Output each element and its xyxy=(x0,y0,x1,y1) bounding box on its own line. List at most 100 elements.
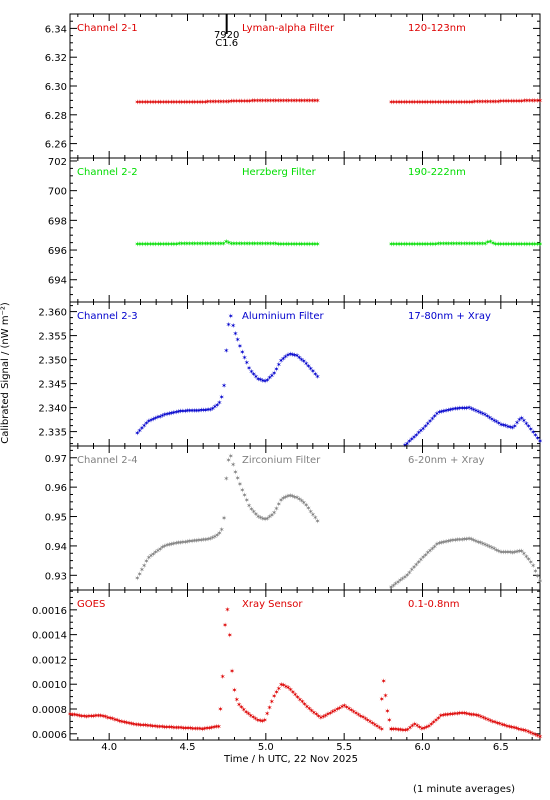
data-point: ✶ xyxy=(248,368,254,376)
data-point: ✶ xyxy=(476,712,482,720)
data-point: ✶ xyxy=(487,543,493,551)
data-point: ✶ xyxy=(365,717,371,725)
data-point: ✶ xyxy=(226,456,232,464)
data-point: ✶ xyxy=(362,715,368,723)
x-tick-label: 5.0 xyxy=(258,742,274,753)
data-point: ✶ xyxy=(275,240,281,248)
data-point: ✶ xyxy=(462,536,468,544)
data-point: ✶ xyxy=(305,505,311,513)
data-point: ✶ xyxy=(192,240,198,248)
data-point: ✶ xyxy=(423,551,429,559)
data-point: ✶ xyxy=(253,373,259,381)
data-point: ✶ xyxy=(136,721,142,729)
data-point: ✶ xyxy=(226,239,232,247)
data-point: ✶ xyxy=(457,405,463,413)
y-tick-label: 0.93 xyxy=(45,571,67,582)
data-point: ✶ xyxy=(490,240,496,248)
data-point: ✶ xyxy=(230,461,236,469)
data-point: ✶ xyxy=(145,722,151,730)
data-point: ✶ xyxy=(147,98,153,106)
data-point: ✶ xyxy=(241,240,247,248)
data-point: ✶ xyxy=(253,715,259,723)
data-point: ✶ xyxy=(480,714,486,722)
data-point: ✶ xyxy=(210,534,216,542)
data-point: ✶ xyxy=(471,711,477,719)
data-point: ✶ xyxy=(189,407,195,415)
data-point: ✶ xyxy=(105,714,111,722)
data-point: ✶ xyxy=(194,240,200,248)
data-point: ✶ xyxy=(507,549,513,557)
data-point: ✶ xyxy=(219,394,225,402)
data-point: ✶ xyxy=(417,98,423,106)
data-point: ✶ xyxy=(332,707,338,715)
data-point: ✶ xyxy=(503,422,509,430)
data-point: ✶ xyxy=(168,98,174,106)
data-point: ✶ xyxy=(147,240,153,248)
data-point: ✶ xyxy=(264,376,270,384)
data-point: ✶ xyxy=(95,712,101,720)
data-point: ✶ xyxy=(247,97,253,105)
data-point: ✶ xyxy=(407,98,413,106)
data-point: ✶ xyxy=(461,240,467,248)
data-point: ✶ xyxy=(203,406,209,414)
data-point: ✶ xyxy=(431,719,437,727)
data-point: ✶ xyxy=(171,98,177,106)
data-point: ✶ xyxy=(182,407,188,415)
data-point: ✶ xyxy=(315,97,321,105)
data-point: ✶ xyxy=(495,719,501,727)
data-point: ✶ xyxy=(456,240,462,248)
data-point: ✶ xyxy=(205,240,211,248)
data-point: ✶ xyxy=(485,716,491,724)
data-point: ✶ xyxy=(294,494,300,502)
data-point: ✶ xyxy=(143,722,149,730)
data-point: ✶ xyxy=(235,336,241,344)
data-point: ✶ xyxy=(236,240,242,248)
data-point: ✶ xyxy=(194,407,200,415)
data-point: ✶ xyxy=(492,719,498,727)
data-point: ✶ xyxy=(244,240,250,248)
band-label: 120-123nm xyxy=(408,23,466,34)
data-point: ✶ xyxy=(534,97,540,105)
data-point: ✶ xyxy=(204,725,210,733)
data-point: ✶ xyxy=(503,241,509,249)
data-point: ✶ xyxy=(418,556,424,564)
data-point: ✶ xyxy=(511,241,517,249)
data-point: ✶ xyxy=(100,712,106,720)
data-point: ✶ xyxy=(202,98,208,106)
data-point: ✶ xyxy=(206,724,212,732)
data-point: ✶ xyxy=(477,240,483,248)
data-point: ✶ xyxy=(150,416,156,424)
data-point: ✶ xyxy=(304,97,310,105)
data-point: ✶ xyxy=(474,98,480,106)
data-point: ✶ xyxy=(147,722,153,730)
data-point: ✶ xyxy=(436,409,442,417)
data-point: ✶ xyxy=(313,711,319,719)
data-point: ✶ xyxy=(230,322,236,330)
data-point: ✶ xyxy=(134,98,140,106)
data-point: ✶ xyxy=(257,717,263,725)
data-point: ✶ xyxy=(296,496,302,504)
data-point: ✶ xyxy=(439,408,445,416)
y-tick-label: 0.0008 xyxy=(32,705,67,716)
y-tick-label: 0.95 xyxy=(45,513,67,524)
data-point: ✶ xyxy=(443,538,449,546)
data-point: ✶ xyxy=(191,537,197,545)
data-point: ✶ xyxy=(278,97,284,105)
data-point: ✶ xyxy=(348,706,354,714)
x-tick-label: 5.5 xyxy=(336,742,352,753)
data-point: ✶ xyxy=(303,501,309,509)
data-point: ✶ xyxy=(153,549,159,557)
data-point: ✶ xyxy=(532,731,538,739)
filter-label: Aluminium Filter xyxy=(242,311,325,322)
data-point: ✶ xyxy=(174,240,180,248)
data-point: ✶ xyxy=(506,241,512,249)
data-point: ✶ xyxy=(150,722,156,730)
data-point: ✶ xyxy=(509,724,515,732)
data-point: ✶ xyxy=(296,354,302,362)
data-point: ✶ xyxy=(228,240,234,248)
panel-frame xyxy=(69,589,541,741)
data-point: ✶ xyxy=(386,716,392,724)
data-point: ✶ xyxy=(435,714,441,722)
data-point: ✶ xyxy=(450,710,456,718)
data-point: ✶ xyxy=(473,407,479,415)
